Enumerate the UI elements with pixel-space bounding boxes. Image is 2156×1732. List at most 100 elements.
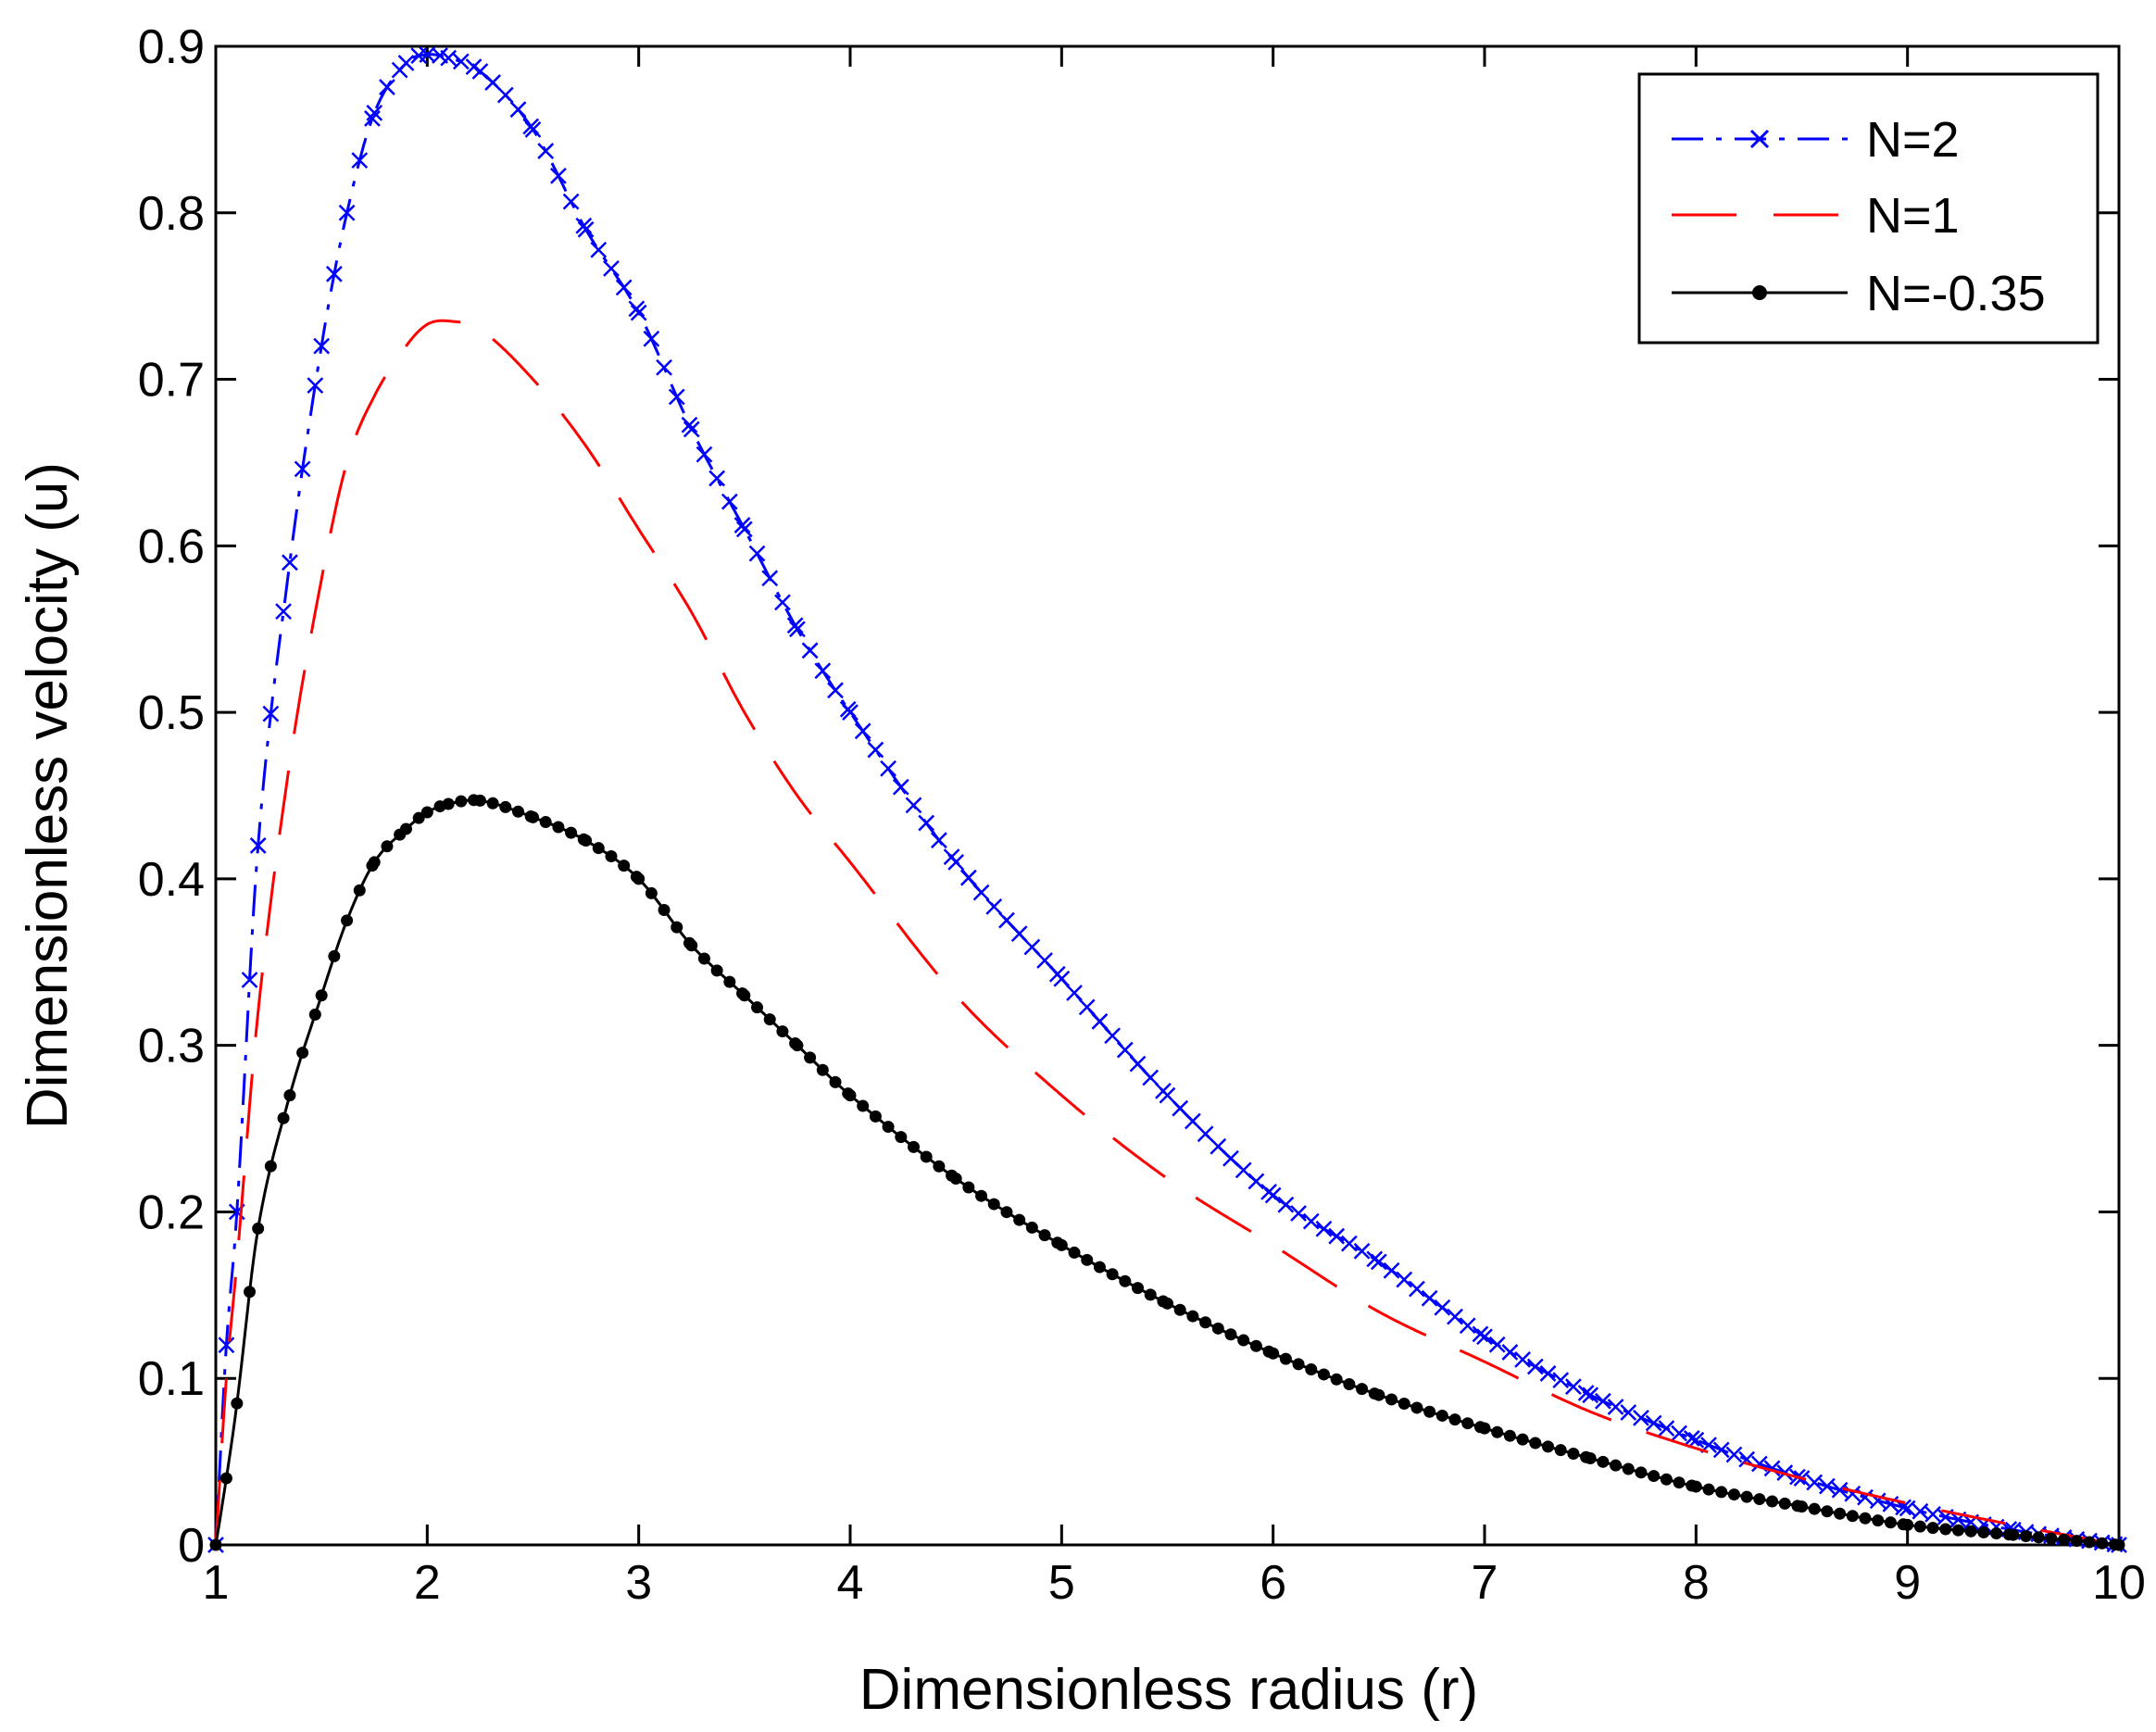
data-point [1687,1431,1705,1449]
series-1 [207,46,2127,1553]
data-point [1330,1373,1343,1386]
data-point [486,797,499,810]
data-point [1383,1261,1400,1279]
data-point [681,416,698,433]
data-point [962,1181,975,1194]
y-tick-label: 0.7 [138,354,205,408]
data-point [1172,1099,1189,1117]
x-tick-label: 8 [1683,1556,1710,1610]
data-point [668,388,685,406]
data-point [1093,1261,1106,1274]
data-point [577,220,595,238]
data-point [473,794,486,807]
data-point [827,682,844,699]
data-point [231,1397,244,1410]
data-point [1340,1235,1358,1252]
data-point [1582,1387,1599,1404]
data-point [313,337,331,355]
data-point [867,741,884,759]
data-point [1053,970,1071,987]
data-point [1567,1447,1580,1460]
data-point [643,330,660,347]
data-point [1622,1462,1635,1475]
data-point [829,1075,842,1088]
data-point [1610,1459,1623,1472]
data-point [264,1160,277,1173]
data-point [618,860,631,872]
data-point [1197,1125,1214,1143]
data-point [933,1160,946,1173]
legend-label: N=-0.35 [1866,266,2046,321]
data-point [325,265,343,282]
data-point [499,800,512,813]
data-point [1990,1527,2003,1540]
data-point [1673,1476,1686,1489]
data-point [905,797,922,814]
data-point [1267,1347,1280,1360]
data-point [685,939,698,952]
data-point [1142,1069,1159,1086]
legend-label: N=2 [1866,112,1960,168]
data-point [1740,1490,1753,1503]
data-point [1633,1409,1649,1426]
data-point [1635,1466,1648,1479]
data-point [1872,1514,1885,1527]
data-point [1210,1137,1227,1155]
data-point [1066,985,1083,1001]
legend: N=2 N=1 N=-0.35 [1637,72,2100,345]
data-point [2020,1530,2033,1543]
x-tick-label: 1 [203,1556,230,1610]
data-point [527,810,539,823]
y-axis-label: Dimensionless velocity (u) [16,462,80,1129]
legend-marker [1752,285,1767,300]
data-point [1305,1362,1318,1375]
data-point [592,842,605,855]
data-point [1091,1012,1109,1030]
y-tick-label: 0 [178,1519,205,1573]
data-point [671,921,683,934]
series-line [214,319,2120,1547]
data-point [244,1286,257,1299]
data-point [1529,1437,1542,1450]
data-point [1821,1505,1834,1518]
data-point [275,603,292,621]
data-point [1539,1365,1557,1382]
data-point [1247,1173,1265,1190]
data-point [735,521,753,538]
data-point [761,570,779,587]
data-point [1279,1352,1292,1365]
data-point [710,964,723,977]
data-point [1410,1401,1423,1414]
data-point [1448,1413,1461,1426]
data-point [1819,1477,1836,1495]
data-point [294,460,311,478]
data-point [1211,1322,1224,1335]
x-tick-label: 3 [625,1556,652,1610]
data-point [209,1538,222,1551]
data-point [1078,998,1096,1016]
legend-entry: N=-0.35 [1672,266,2046,321]
y-tick-label: 0.6 [138,520,205,573]
data-point [338,204,356,221]
data-point [615,279,633,296]
data-point [400,822,412,835]
data-point [1645,1414,1662,1432]
data-point [1660,1473,1673,1486]
data-point [1356,1383,1369,1396]
data-point [241,972,258,988]
data-point [708,470,726,487]
data-point [776,1025,789,1038]
x-tick-label: 6 [1260,1556,1286,1610]
data-point [1607,1399,1624,1415]
data-point [1859,1512,1872,1525]
data-point [998,911,1015,929]
data-point [774,594,791,611]
data-point [1373,1388,1385,1401]
data-point [895,1131,908,1144]
data-point [1671,1425,1687,1442]
data-point [733,517,751,533]
data-point [249,837,267,854]
data-point [1185,1112,1201,1130]
data-point [1302,1212,1320,1230]
